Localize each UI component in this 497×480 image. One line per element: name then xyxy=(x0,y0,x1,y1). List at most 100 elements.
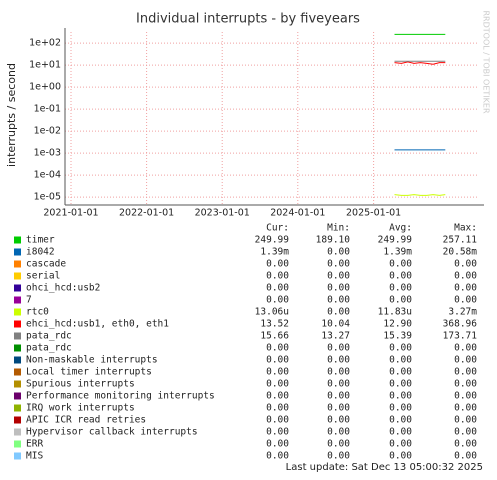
legend-stat: 10.04 xyxy=(321,319,350,330)
legend-stat: 0.00 xyxy=(327,247,350,258)
legend-swatch xyxy=(14,272,21,280)
legend-swatch xyxy=(14,332,21,340)
legend-stat: 13.27 xyxy=(321,331,350,342)
legend-swatch xyxy=(14,320,21,328)
legend-stat: 0.00 xyxy=(454,379,477,390)
legend-stat: 0.00 xyxy=(266,283,289,294)
legend-stat: 0.00 xyxy=(266,295,289,306)
chart-title: Individual interrupts - by fiveyears xyxy=(136,12,360,27)
footer: Last update: Sat Dec 13 05:00:32 2025 xyxy=(286,462,483,473)
legend-stat: 0.00 xyxy=(389,259,412,270)
legend-stat: 11.83u xyxy=(378,307,412,318)
legend-stat: 15.39 xyxy=(383,331,412,342)
y-axis-label: interrupts / second xyxy=(5,63,18,167)
legend-stat: 0.00 xyxy=(327,379,350,390)
legend-stat: 0.00 xyxy=(266,439,289,450)
legend-stat: 0.00 xyxy=(389,403,412,414)
y-tick-label: 1e+01 xyxy=(29,60,61,71)
legend-label: MIS xyxy=(26,451,43,462)
y-tick-label: 1e-04 xyxy=(34,170,61,181)
legend-stat: 0.00 xyxy=(389,283,412,294)
legend-stat: 0.00 xyxy=(266,271,289,282)
legend-swatch xyxy=(14,248,21,256)
legend-swatch xyxy=(14,440,21,448)
legend-stat: 0.00 xyxy=(266,451,289,462)
legend-stat: 0.00 xyxy=(389,415,412,426)
legend-stat: 189.10 xyxy=(316,235,351,246)
x-tick-label: 2025-01-01 xyxy=(346,208,401,219)
legend-label: Spurious interrupts xyxy=(26,379,135,390)
legend-stat: 0.00 xyxy=(389,391,412,402)
legend-label: i8042 xyxy=(26,247,55,258)
legend-stat: 0.00 xyxy=(454,427,477,438)
legend-label: rtc0 xyxy=(26,307,49,318)
legend-stat: 0.00 xyxy=(266,355,289,366)
legend-swatch xyxy=(14,296,21,304)
legend-label: ohci_hcd:usb2 xyxy=(26,283,100,294)
legend-stat: 20.58m xyxy=(443,247,478,258)
legend-stat: 368.96 xyxy=(443,319,478,330)
legend-stat: 249.99 xyxy=(255,235,290,246)
legend-label: timer xyxy=(26,235,55,246)
legend-stat: 257.11 xyxy=(443,235,478,246)
legend-stat: 0.00 xyxy=(389,427,412,438)
legend-swatch xyxy=(14,392,21,400)
legend-stat: 0.00 xyxy=(327,439,350,450)
legend-label: APIC ICR read retries xyxy=(26,415,146,426)
legend-stat: 0.00 xyxy=(389,355,412,366)
legend-stat: 0.00 xyxy=(266,259,289,270)
legend-stat: 0.00 xyxy=(327,259,350,270)
legend-stat: 0.00 xyxy=(454,355,477,366)
legend-label: serial xyxy=(26,271,60,282)
x-tick-label: 2023-01-01 xyxy=(195,208,250,219)
legend-swatch xyxy=(14,380,21,388)
legend-stat: 0.00 xyxy=(389,343,412,354)
series-line xyxy=(394,194,446,196)
stat-header: Max: xyxy=(454,223,477,234)
legend-stat: 0.00 xyxy=(454,259,477,270)
legend-stat: 0.00 xyxy=(327,403,350,414)
legend-stat: 0.00 xyxy=(454,391,477,402)
legend-stat: 15.66 xyxy=(260,331,289,342)
legend-stat: 0.00 xyxy=(454,451,477,462)
legend-label: Performance monitoring interrupts xyxy=(26,391,215,402)
legend-stat: 12.90 xyxy=(383,319,412,330)
legend-stat: 0.00 xyxy=(389,271,412,282)
legend-stat: 0.00 xyxy=(327,391,350,402)
stat-header: Min: xyxy=(327,223,350,234)
legend-label: Local timer interrupts xyxy=(26,367,152,378)
legend-stat: 0.00 xyxy=(266,403,289,414)
legend-stat: 0.00 xyxy=(327,427,350,438)
legend-swatch xyxy=(14,452,21,460)
y-tick-label: 1e-05 xyxy=(34,192,61,203)
y-tick-label: 1e+00 xyxy=(29,82,61,93)
legend-stat: 3.27m xyxy=(448,307,477,318)
legend-stat: 0.00 xyxy=(266,415,289,426)
legend-stat: 0.00 xyxy=(454,403,477,414)
legend-stat: 13.06u xyxy=(255,307,289,318)
legend-stat: 0.00 xyxy=(454,415,477,426)
y-tick-label: 1e-03 xyxy=(34,148,61,159)
legend-stat: 0.00 xyxy=(266,367,289,378)
legend-swatch xyxy=(14,260,21,268)
legend-label: pata_rdc xyxy=(26,331,72,342)
legend-stat: 0.00 xyxy=(389,451,412,462)
legend-stat: 0.00 xyxy=(454,283,477,294)
legend-stat: 0.00 xyxy=(389,367,412,378)
legend-stat: 173.71 xyxy=(443,331,478,342)
y-tick-label: 1e-02 xyxy=(34,126,61,137)
legend-label: pata_rdc xyxy=(26,343,72,354)
y-tick-label: 1e+02 xyxy=(29,38,61,49)
legend-swatch xyxy=(14,404,21,412)
legend-stat: 0.00 xyxy=(266,391,289,402)
legend-stat: 0.00 xyxy=(454,439,477,450)
legend-swatch xyxy=(14,368,21,376)
legend-stat: 0.00 xyxy=(266,427,289,438)
legend-stat: 0.00 xyxy=(454,271,477,282)
legend-stat: 0.00 xyxy=(389,439,412,450)
legend-label: Non-maskable interrupts xyxy=(26,355,158,366)
x-tick-label: 2022-01-01 xyxy=(119,208,174,219)
stat-header: Avg: xyxy=(389,223,412,234)
legend-stat: 0.00 xyxy=(389,295,412,306)
legend-label: Hypervisor callback interrupts xyxy=(26,427,198,438)
